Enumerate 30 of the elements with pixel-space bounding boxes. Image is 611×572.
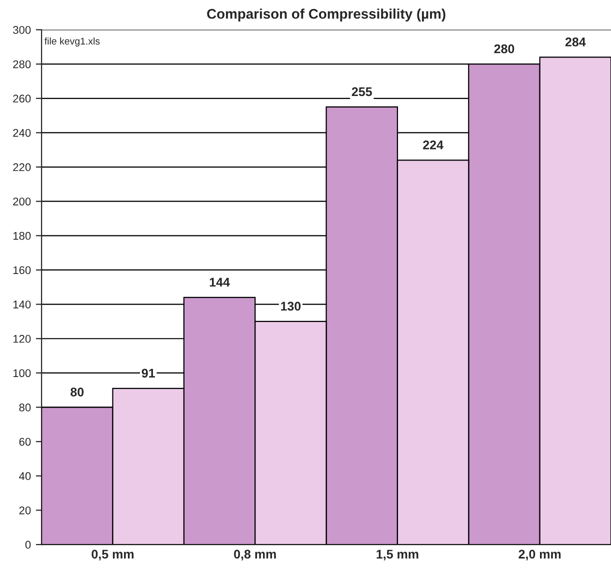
data-label: 255 xyxy=(352,87,372,96)
data-label: 284 xyxy=(565,38,586,46)
x-tick-label: 2,0 mm xyxy=(518,550,561,560)
y-tick-label: 180 xyxy=(13,232,31,240)
x-tick-label: 0,5 mm xyxy=(92,550,134,560)
y-tick-label: 240 xyxy=(13,128,31,137)
y-tick-label: 140 xyxy=(13,300,31,308)
x-tick-label: 1,5 mm xyxy=(376,550,418,560)
y-tick-label: 80 xyxy=(19,404,31,412)
data-label: 144 xyxy=(210,278,230,287)
data-label: 91 xyxy=(142,368,155,378)
data-label: 80 xyxy=(70,388,84,396)
y-tick-label: 40 xyxy=(19,472,31,480)
y-tick-label: 100 xyxy=(13,369,31,378)
data-label: 224 xyxy=(423,140,444,150)
y-tick-label: 0 xyxy=(25,540,31,549)
data-label: 130 xyxy=(281,302,301,311)
y-tick-label: 120 xyxy=(13,334,31,343)
y-tick-label: 200 xyxy=(13,198,31,206)
y-tick-label: 220 xyxy=(13,163,31,172)
y-tick-label: 160 xyxy=(13,266,31,274)
chart-title: Comparison of Compressibility (µm) xyxy=(207,8,446,22)
y-tick-label: 300 xyxy=(13,26,31,34)
annotation: file kevg1.xls xyxy=(44,37,100,47)
y-tick-label: 260 xyxy=(13,94,31,103)
y-tick-label: 20 xyxy=(19,506,31,514)
y-tick-label: 280 xyxy=(13,60,31,68)
y-tick-label: 60 xyxy=(19,438,31,446)
x-tick-label: 0,8 mm xyxy=(234,550,276,560)
data-label: 280 xyxy=(494,44,514,54)
